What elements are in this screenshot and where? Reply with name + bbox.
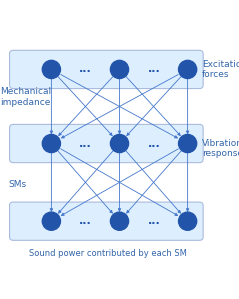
Circle shape bbox=[179, 212, 197, 230]
Circle shape bbox=[110, 135, 129, 152]
Text: Mechanical
impedance: Mechanical impedance bbox=[0, 87, 51, 107]
Text: ...: ... bbox=[148, 216, 161, 226]
Text: ...: ... bbox=[78, 216, 91, 226]
Circle shape bbox=[179, 60, 197, 79]
Circle shape bbox=[42, 135, 60, 152]
Text: ...: ... bbox=[78, 138, 91, 149]
Text: Vibration
response: Vibration response bbox=[202, 139, 239, 158]
Circle shape bbox=[42, 60, 60, 79]
Text: ...: ... bbox=[78, 65, 91, 74]
Text: Sound power contributed by each SM: Sound power contributed by each SM bbox=[29, 249, 186, 258]
FancyBboxPatch shape bbox=[10, 50, 203, 89]
Text: Excitation
forces: Excitation forces bbox=[202, 60, 239, 79]
Circle shape bbox=[110, 212, 129, 230]
Circle shape bbox=[179, 135, 197, 152]
FancyBboxPatch shape bbox=[10, 124, 203, 163]
Circle shape bbox=[42, 212, 60, 230]
Circle shape bbox=[110, 60, 129, 79]
FancyBboxPatch shape bbox=[10, 202, 203, 240]
Text: ...: ... bbox=[148, 65, 161, 74]
Text: ...: ... bbox=[148, 138, 161, 149]
Text: SMs: SMs bbox=[8, 180, 27, 189]
